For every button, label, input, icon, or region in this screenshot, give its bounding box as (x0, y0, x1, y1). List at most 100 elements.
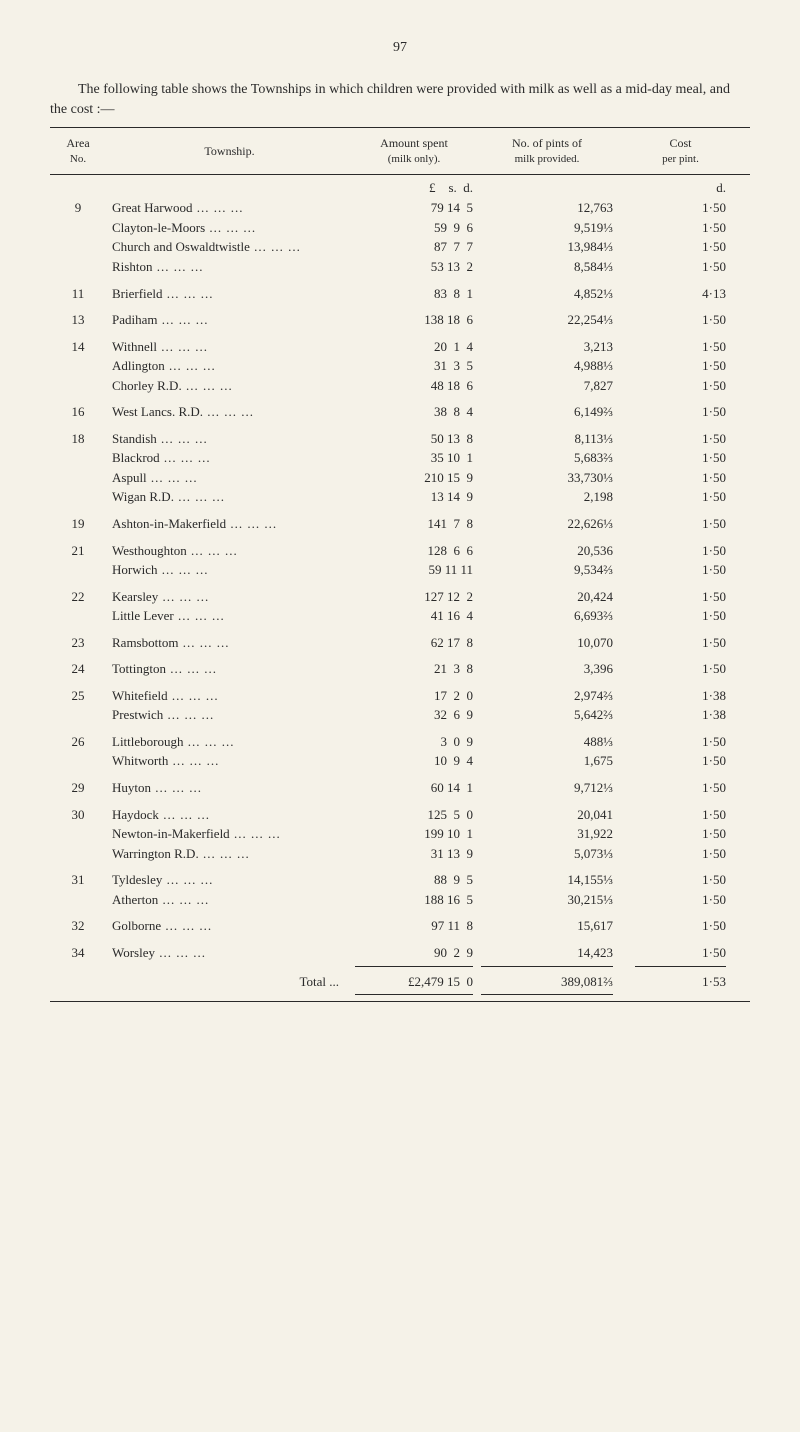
table-row: 14Withnell20 1 43,2131·50 (50, 330, 750, 357)
table-row: 29Huyton60 14 19,712⅓1·50 (50, 771, 750, 798)
table-row: 23Ramsbottom62 17 810,0701·50 (50, 626, 750, 653)
cell-pints: 13,984⅓ (477, 237, 631, 257)
cell-cost: 1·50 (631, 257, 750, 277)
cell-amount: 188 16 5 (351, 890, 477, 910)
cell-cost: 1·50 (631, 218, 750, 238)
cell-pints: 6,693⅔ (477, 606, 631, 626)
cell-cost: 1·50 (631, 580, 750, 607)
table-row: Atherton188 16 530,215⅓1·50 (50, 890, 750, 910)
cell-cost: 1·50 (631, 448, 750, 468)
cell-area: 14 (50, 330, 106, 357)
table-row: 11Brierfield83 8 14,852⅓4·13 (50, 277, 750, 304)
unit-cost: d. (631, 177, 750, 199)
cell-area (50, 606, 106, 626)
cell-pints: 20,536 (477, 534, 631, 561)
cell-township: Tottington (106, 652, 351, 679)
cell-amount: 60 14 1 (351, 771, 477, 798)
cell-cost: 1·50 (631, 890, 750, 910)
cell-area: 9 (50, 198, 106, 218)
milk-cost-table: Area No. Township. Amount spent (milk on… (50, 130, 750, 995)
cell-area: 24 (50, 652, 106, 679)
cell-area: 11 (50, 277, 106, 304)
cell-area (50, 487, 106, 507)
cell-pints: 2,974⅔ (477, 679, 631, 706)
table-row: 30Haydock125 5 020,0411·50 (50, 798, 750, 825)
cell-pints: 12,763 (477, 198, 631, 218)
cell-township: Westhoughton (106, 534, 351, 561)
cell-amount: 59 9 6 (351, 218, 477, 238)
cell-pints: 9,712⅓ (477, 771, 631, 798)
cell-amount: 83 8 1 (351, 277, 477, 304)
total-label: Total ... (106, 967, 351, 992)
cell-area (50, 356, 106, 376)
cell-township: Brierfield (106, 277, 351, 304)
cell-amount: 97 11 8 (351, 909, 477, 936)
total-row: Total ...£2,479 15 0389,081⅔1·53 (50, 967, 750, 992)
cell-cost: 1·50 (631, 626, 750, 653)
table-row: 21Westhoughton128 6 620,5361·50 (50, 534, 750, 561)
cell-amount: 210 15 9 (351, 468, 477, 488)
cell-area: 16 (50, 395, 106, 422)
table-row: 32Golborne97 11 815,6171·50 (50, 909, 750, 936)
cell-cost: 1·50 (631, 534, 750, 561)
th-label: Amount spent (380, 136, 448, 150)
cell-township: Ashton-in-Makerfield (106, 507, 351, 534)
cell-area: 30 (50, 798, 106, 825)
cell-pints: 2,198 (477, 487, 631, 507)
cell-township: Worsley (106, 936, 351, 963)
col-area: Area No. (50, 130, 106, 172)
cell-amount: 79 14 5 (351, 198, 477, 218)
cell-pints: 6,149⅔ (477, 395, 631, 422)
table-row: 22Kearsley127 12 220,4241·50 (50, 580, 750, 607)
cell-township: Golborne (106, 909, 351, 936)
table-row: Church and Oswaldtwistle87 7 713,984⅓1·5… (50, 237, 750, 257)
cell-area: 19 (50, 507, 106, 534)
cell-amount: 127 12 2 (351, 580, 477, 607)
table-row: 34Worsley90 2 914,4231·50 (50, 936, 750, 963)
cell-cost: 1·50 (631, 330, 750, 357)
cell-area (50, 218, 106, 238)
cell-area: 31 (50, 863, 106, 890)
table-row: Horwich59 11 119,534⅔1·50 (50, 560, 750, 580)
cell-township: Church and Oswaldtwistle (106, 237, 351, 257)
cell-area: 32 (50, 909, 106, 936)
cell-amount: 199 10 1 (351, 824, 477, 844)
cell-cost: 1·50 (631, 395, 750, 422)
table-row: 24Tottington21 3 83,3961·50 (50, 652, 750, 679)
cell-amount: 88 9 5 (351, 863, 477, 890)
cell-area (50, 890, 106, 910)
table-row: Newton-in-Makerfield199 10 131,9221·50 (50, 824, 750, 844)
cell-cost: 1·50 (631, 303, 750, 330)
total-amount: £2,479 15 0 (351, 967, 477, 992)
cell-area (50, 705, 106, 725)
table-row: 13Padiham138 18 622,254⅓1·50 (50, 303, 750, 330)
cell-pints: 15,617 (477, 909, 631, 936)
cell-township: Tyldesley (106, 863, 351, 890)
cell-cost: 1·50 (631, 487, 750, 507)
cell-township: Warrington R.D. (106, 844, 351, 864)
cell-township: Whitworth (106, 751, 351, 771)
cell-pints: 9,534⅔ (477, 560, 631, 580)
th-sub: milk provided. (515, 153, 580, 165)
cell-pints: 5,683⅔ (477, 448, 631, 468)
table-row: Clayton-le-Moors59 9 69,519⅓1·50 (50, 218, 750, 238)
cell-area (50, 844, 106, 864)
cell-area (50, 448, 106, 468)
cell-pints: 8,584⅓ (477, 257, 631, 277)
table-row: Wigan R.D.13 14 92,1981·50 (50, 487, 750, 507)
cell-pints: 8,113⅓ (477, 422, 631, 449)
cell-township: Chorley R.D. (106, 376, 351, 396)
cell-amount: 13 14 9 (351, 487, 477, 507)
cell-amount: 62 17 8 (351, 626, 477, 653)
cell-amount: 125 5 0 (351, 798, 477, 825)
table-row: Rishton53 13 28,584⅓1·50 (50, 257, 750, 277)
cell-amount: 87 7 7 (351, 237, 477, 257)
cell-cost: 1·50 (631, 771, 750, 798)
cell-amount: 138 18 6 (351, 303, 477, 330)
cell-area: 21 (50, 534, 106, 561)
cell-cost: 1·38 (631, 705, 750, 725)
cell-cost: 1·50 (631, 560, 750, 580)
col-cost: Cost per pint. (631, 130, 750, 172)
cell-township: Ramsbottom (106, 626, 351, 653)
table-row: 25Whitefield17 2 02,974⅔1·38 (50, 679, 750, 706)
